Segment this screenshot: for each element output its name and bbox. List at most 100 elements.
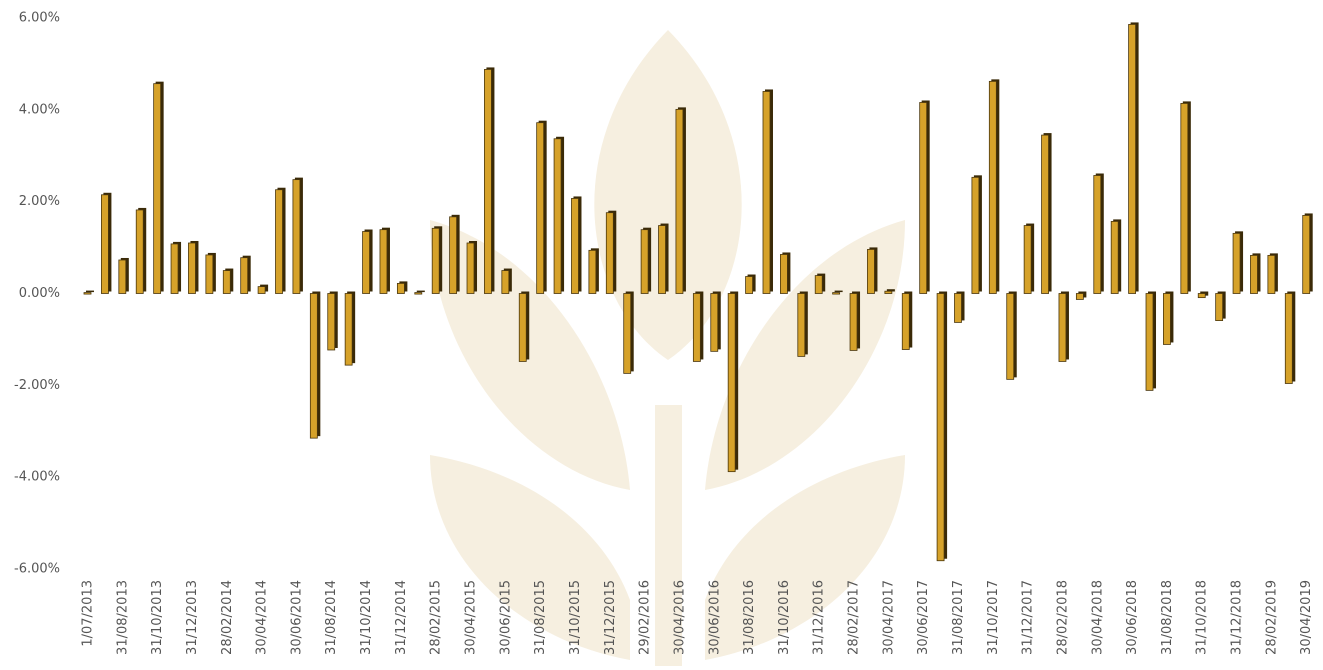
x-tick-label: 30/04/2015: [464, 580, 479, 655]
x-tick-label: 30/06/2016: [707, 580, 722, 655]
bar: [1181, 103, 1188, 293]
bar: [223, 271, 230, 294]
y-tick-label: -6.00%: [14, 562, 60, 577]
y-tick-label: -4.00%: [14, 470, 60, 485]
bar: [206, 255, 213, 294]
bar: [763, 91, 770, 293]
bar: [310, 294, 317, 439]
y-tick-label: 2.00%: [19, 194, 60, 209]
bar: [258, 287, 265, 294]
bar: [798, 294, 805, 357]
bar: [1007, 294, 1014, 380]
bar: [1250, 255, 1257, 293]
bar-shadow: [835, 291, 843, 293]
bar: [728, 294, 735, 472]
x-tick-label: 28/02/2014: [220, 580, 235, 655]
x-tick-label: 28/02/2017: [847, 580, 862, 655]
bar: [397, 283, 404, 293]
bar: [571, 198, 578, 293]
y-tick-label: 6.00%: [19, 11, 60, 26]
bar: [171, 244, 178, 294]
bar: [989, 81, 996, 293]
bar: [937, 294, 944, 561]
bar: [537, 123, 544, 294]
bar: [746, 277, 753, 294]
bar: [780, 254, 787, 293]
bar: [1233, 233, 1240, 293]
bar: [1042, 135, 1049, 293]
x-tick-label: 31/10/2013: [150, 580, 165, 655]
bar: [136, 210, 143, 294]
bar: [850, 294, 857, 351]
bar: [188, 243, 195, 294]
x-tick-label: 30/06/2018: [1125, 580, 1140, 655]
y-tick-label: 4.00%: [19, 102, 60, 117]
x-tick-label: 30/06/2017: [916, 580, 931, 655]
bar: [119, 260, 126, 294]
bar: [432, 228, 439, 293]
bar: [606, 213, 613, 294]
bar: [920, 102, 927, 293]
bar: [1198, 294, 1205, 298]
x-tick-label: 30/04/2016: [672, 580, 687, 655]
bar: [1076, 294, 1083, 300]
bar: [955, 294, 962, 323]
x-tick-label: 31/08/2014: [324, 580, 339, 655]
x-tick-label: 28/02/2019: [1264, 580, 1279, 655]
bar: [902, 294, 909, 350]
x-tick-label: 31/12/2014: [394, 580, 409, 655]
bar: [589, 250, 596, 293]
bar-shadow: [417, 291, 425, 293]
bar: [833, 293, 840, 295]
x-tick-label: 31/08/2016: [742, 580, 757, 655]
bar: [328, 294, 335, 350]
bar: [1268, 255, 1275, 293]
chart: -6.00%-4.00%-2.00%0.00%2.00%4.00%6.00%1/…: [0, 0, 1323, 666]
x-tick-label: 31/10/2014: [359, 580, 374, 655]
bar: [154, 84, 161, 294]
x-tick-label: 30/04/2018: [1090, 580, 1105, 655]
x-tick-label: 31/10/2015: [568, 580, 583, 655]
bar: [1285, 294, 1292, 384]
x-tick-label: 31/08/2015: [533, 580, 548, 655]
bar: [885, 291, 892, 293]
x-tick-label: 31/12/2017: [1021, 580, 1036, 655]
x-tick-label: 30/06/2015: [498, 580, 513, 655]
bar: [241, 258, 248, 294]
bar: [415, 293, 422, 295]
bar: [276, 190, 283, 294]
bar: [659, 226, 666, 294]
x-tick-label: 31/12/2013: [185, 580, 200, 655]
bar: [693, 294, 700, 362]
x-tick-label: 30/04/2019: [1299, 580, 1314, 655]
x-tick-label: 31/10/2017: [986, 580, 1001, 655]
x-tick-label: 30/04/2017: [881, 580, 896, 655]
x-tick-label: 28/02/2018: [1055, 580, 1070, 655]
x-tick-label: 31/12/2015: [603, 580, 618, 655]
bar: [101, 195, 108, 294]
bar: [1129, 24, 1136, 293]
bar: [502, 271, 509, 294]
bar: [380, 230, 387, 294]
bar: [1303, 215, 1310, 293]
bar: [676, 109, 683, 293]
x-tick-label: 31/10/2016: [777, 580, 792, 655]
x-tick-label: 29/02/2016: [638, 580, 653, 655]
x-tick-label: 30/04/2014: [255, 580, 270, 655]
bar-shadow: [86, 291, 94, 293]
x-tick-label: 28/02/2015: [429, 580, 444, 655]
bar: [467, 243, 474, 294]
bar: [1216, 294, 1223, 321]
bar: [641, 230, 648, 294]
x-tick-label: 31/08/2018: [1160, 580, 1175, 655]
x-tick-label: 1/07/2013: [81, 580, 96, 647]
bar: [1111, 221, 1118, 293]
x-tick-label: 31/10/2018: [1195, 580, 1210, 655]
x-tick-label: 31/12/2018: [1230, 580, 1245, 655]
watermark: [430, 30, 905, 666]
bar: [815, 276, 822, 294]
bar: [711, 294, 718, 352]
y-tick-label: 0.00%: [19, 286, 60, 301]
x-tick-label: 30/06/2014: [289, 580, 304, 655]
bar: [1024, 226, 1031, 294]
